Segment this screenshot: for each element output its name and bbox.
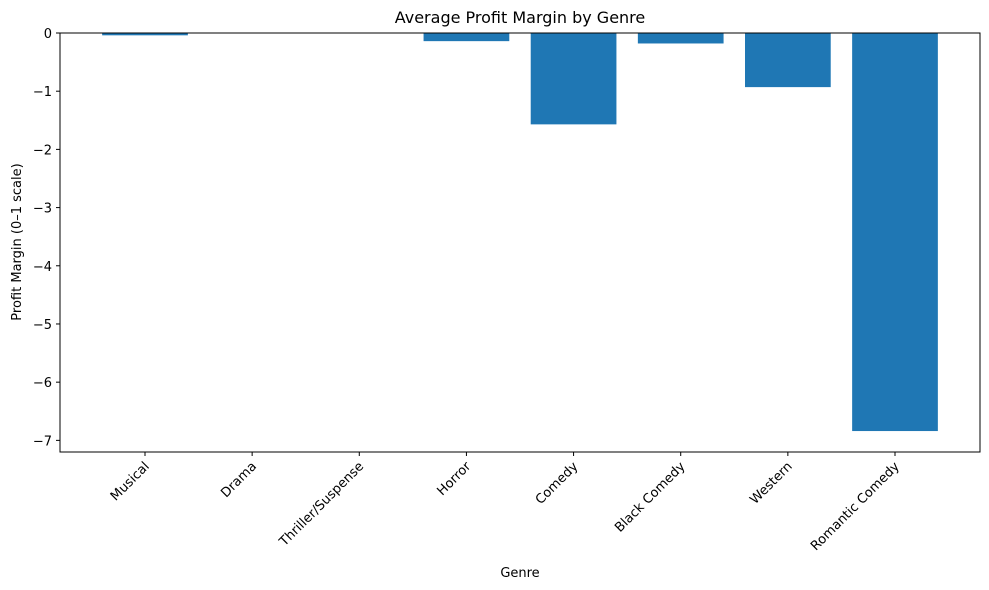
bar-comedy bbox=[530, 33, 617, 125]
y-tick-label: −1 bbox=[33, 85, 52, 100]
y-tick-label: −4 bbox=[33, 260, 52, 275]
bar-western bbox=[745, 33, 831, 88]
y-tick-label: −6 bbox=[33, 376, 52, 391]
x-tick-label: Horror bbox=[435, 459, 475, 499]
x-axis: Musical Drama Thriller/Suspense Horror Comed… bbox=[108, 452, 903, 554]
y-tick-label: −3 bbox=[33, 202, 52, 217]
y-axis: 0 −1 −2 −3 −4 −5 −6 −7 bbox=[33, 27, 60, 449]
bar-horror bbox=[423, 33, 510, 42]
x-tick-label: Black Comedy bbox=[612, 459, 689, 536]
plot-frame bbox=[59, 32, 981, 453]
x-tick-label: Thriller/Suspense bbox=[276, 459, 367, 550]
y-tick-label: −5 bbox=[33, 318, 52, 333]
y-axis-label: Profit Margin (0–1 scale) bbox=[10, 163, 25, 320]
bars-group bbox=[102, 33, 938, 432]
bar-romantic-comedy bbox=[852, 33, 938, 432]
x-tick-label: Musical bbox=[108, 459, 153, 504]
x-axis-label: Genre bbox=[500, 566, 539, 581]
y-tick-label: −7 bbox=[33, 434, 52, 449]
bar-black-comedy bbox=[637, 33, 724, 44]
x-tick-label: Western bbox=[747, 459, 795, 507]
y-tick-label: 0 bbox=[44, 27, 52, 42]
y-tick-label: −2 bbox=[33, 143, 52, 158]
bar-musical bbox=[102, 33, 188, 36]
x-tick-label: Comedy bbox=[533, 459, 582, 508]
x-tick-label: Romantic Comedy bbox=[808, 459, 903, 554]
chart-title: Average Profit Margin by Genre bbox=[395, 8, 646, 27]
x-tick-label: Drama bbox=[218, 459, 260, 501]
